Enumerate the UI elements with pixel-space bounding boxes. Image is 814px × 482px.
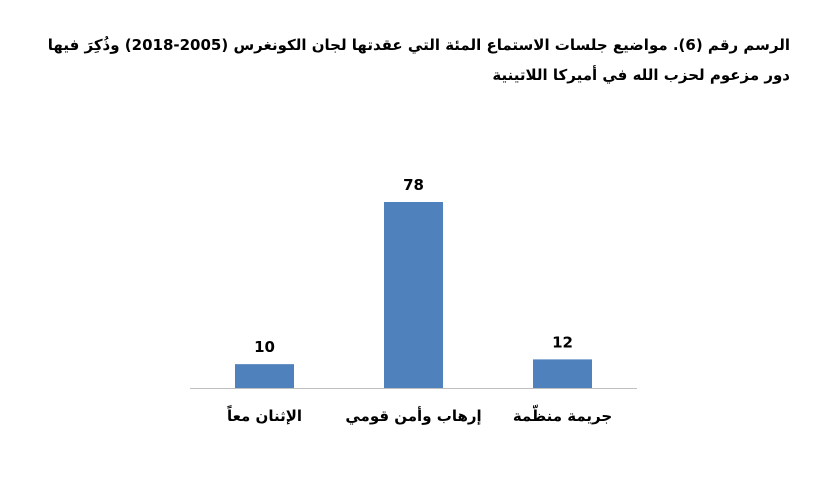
chart-title: الرسم رقم (6). مواضيع جلسات الاستماع الم…: [47, 36, 790, 84]
labels-layer: 10 78 12: [254, 176, 573, 356]
data-label: 10: [254, 338, 275, 356]
data-label: 12: [552, 333, 573, 351]
bar: [235, 364, 294, 388]
category-labels-layer: الإثنان معاً إرهاب وأمن قومي جريمة منظّمة: [227, 405, 612, 425]
bars-layer: [235, 202, 592, 388]
category-label: الإثنان معاً: [227, 405, 302, 425]
data-label: 78: [403, 176, 424, 194]
category-label: إرهاب وأمن قومي: [345, 406, 481, 425]
category-label: جريمة منظّمة: [513, 405, 612, 425]
bar: [533, 359, 592, 388]
bar: [384, 202, 443, 388]
